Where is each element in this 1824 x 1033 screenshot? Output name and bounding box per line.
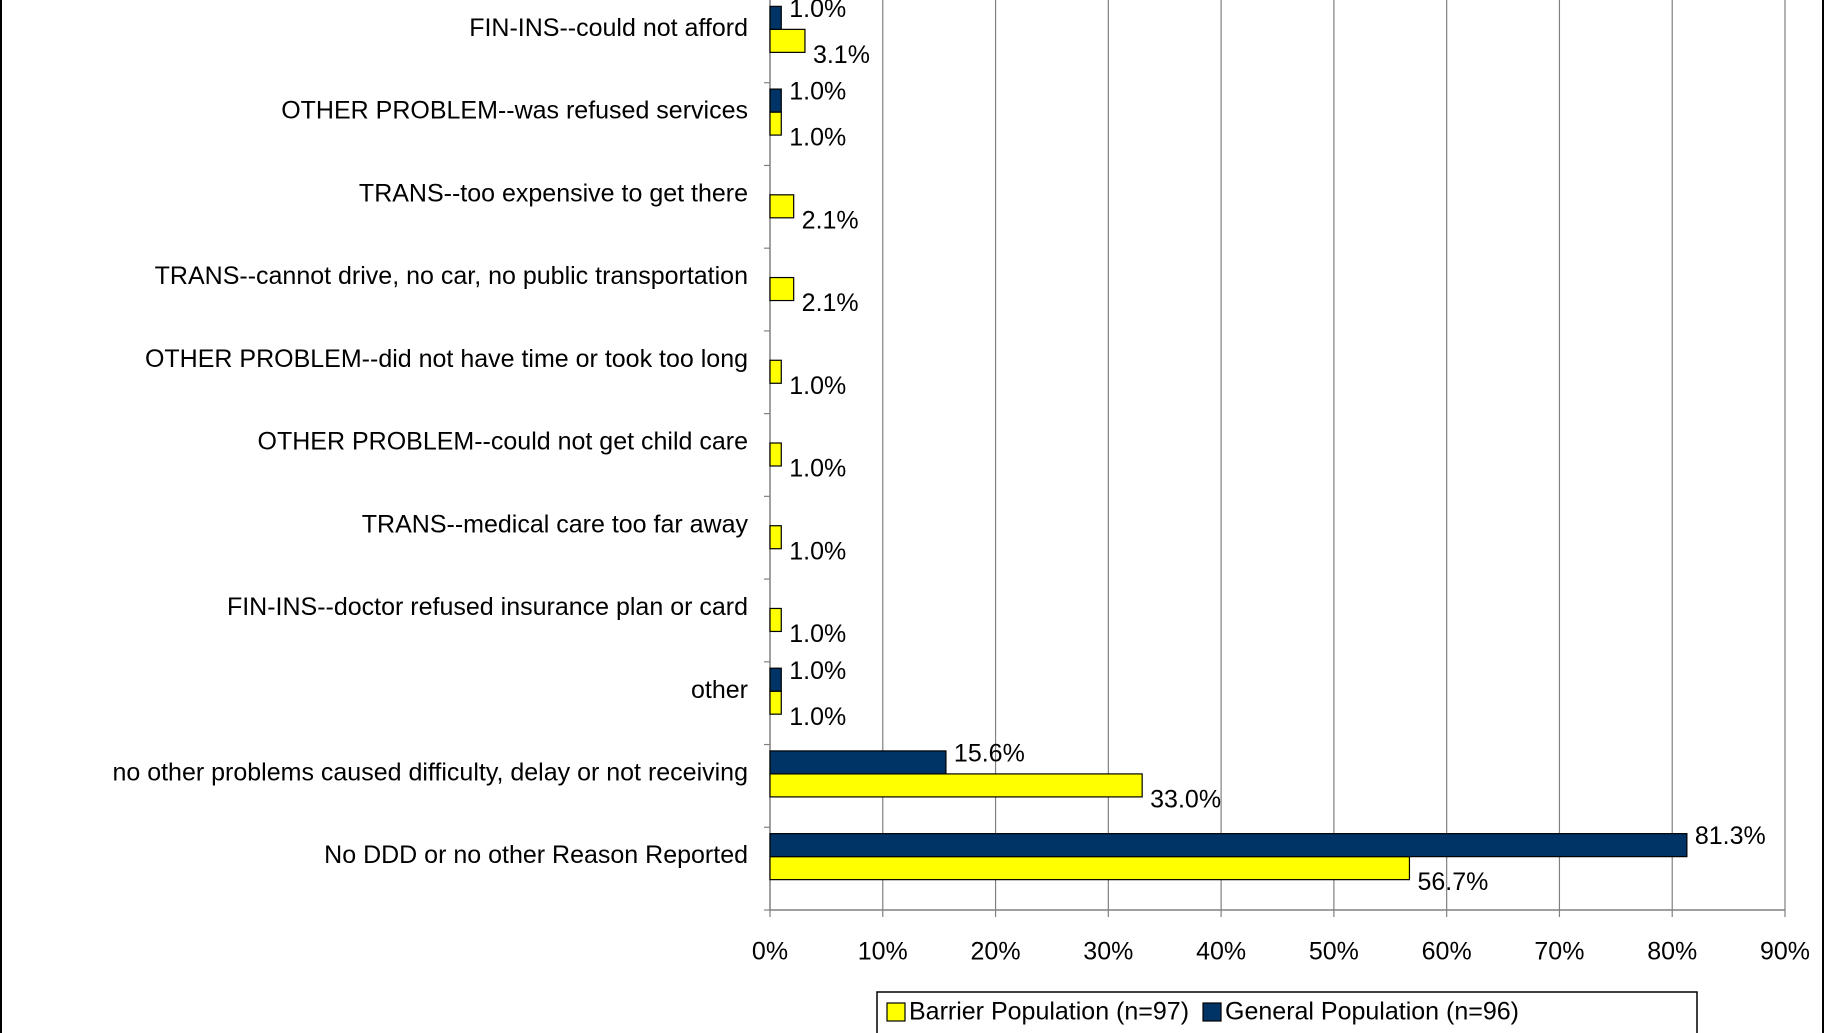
bar	[769, 833, 1688, 858]
x-tick-label: 10%	[858, 938, 908, 966]
data-label: 15.6%	[954, 740, 1025, 768]
x-tick-label: 20%	[971, 938, 1021, 966]
data-label: 1.0%	[789, 657, 846, 685]
data-label: 1.0%	[789, 537, 846, 565]
data-label: 56.7%	[1417, 868, 1488, 896]
bar	[769, 856, 1411, 881]
bar	[769, 28, 806, 53]
bar	[769, 607, 782, 633]
legend-box	[876, 991, 1698, 1033]
y-tick-label: TRANS--too expensive to get there	[359, 179, 748, 207]
y-tick-label: OTHER PROBLEM--did not have time or took…	[145, 345, 748, 373]
x-tick-label: 50%	[1309, 938, 1359, 966]
bar	[769, 442, 782, 467]
bar	[769, 276, 795, 302]
x-tick-label: 70%	[1534, 938, 1584, 966]
data-label: 1.0%	[789, 124, 846, 152]
y-tick-label: TRANS--medical care too far away	[362, 510, 749, 538]
bar	[769, 359, 782, 384]
data-label: 1.0%	[789, 620, 846, 648]
data-label: 2.1%	[802, 206, 859, 234]
legend-label: Barrier Population (n=97)	[909, 998, 1189, 1026]
data-label: 2.1%	[802, 289, 859, 317]
y-tick-label: OTHER PROBLEM--could not get child care	[258, 428, 748, 456]
data-label: 1.0%	[789, 372, 846, 400]
data-label: 1.0%	[789, 78, 846, 106]
bar	[769, 690, 782, 715]
data-label: 1.0%	[789, 455, 846, 483]
bar	[769, 667, 782, 692]
y-tick-label: No DDD or no other Reason Reported	[324, 841, 748, 869]
x-tick-label: 0%	[752, 938, 788, 966]
y-tick-label: FIN-INS--doctor refused insurance plan o…	[227, 593, 748, 621]
x-tick-label: 90%	[1760, 938, 1810, 966]
y-tick-label: FIN-INS--could not afford	[469, 14, 748, 42]
y-tick-label: no other problems caused difficulty, del…	[112, 759, 748, 787]
x-tick-label: 60%	[1422, 938, 1472, 966]
bar	[769, 88, 782, 113]
bar	[769, 750, 947, 775]
data-label: 1.0%	[789, 0, 846, 23]
x-tick-label: 30%	[1083, 938, 1133, 966]
y-tick-label: OTHER PROBLEM--was refused services	[281, 97, 748, 125]
y-tick-label: TRANS--cannot drive, no car, no public t…	[155, 262, 748, 290]
bar	[769, 111, 782, 136]
y-tick-label: other	[691, 676, 748, 704]
legend-swatch	[1202, 1002, 1222, 1022]
data-label: 3.1%	[813, 41, 870, 69]
data-label: 81.3%	[1695, 822, 1766, 850]
x-tick-label: 40%	[1196, 938, 1246, 966]
data-label: 33.0%	[1150, 786, 1221, 814]
bar	[769, 773, 1143, 798]
legend-label: General Population (n=96)	[1225, 998, 1519, 1026]
bar	[769, 194, 795, 219]
x-tick-label: 80%	[1647, 938, 1697, 966]
bar	[769, 5, 782, 30]
bar	[769, 525, 782, 550]
data-label: 1.0%	[789, 703, 846, 731]
legend-swatch	[886, 1002, 906, 1022]
